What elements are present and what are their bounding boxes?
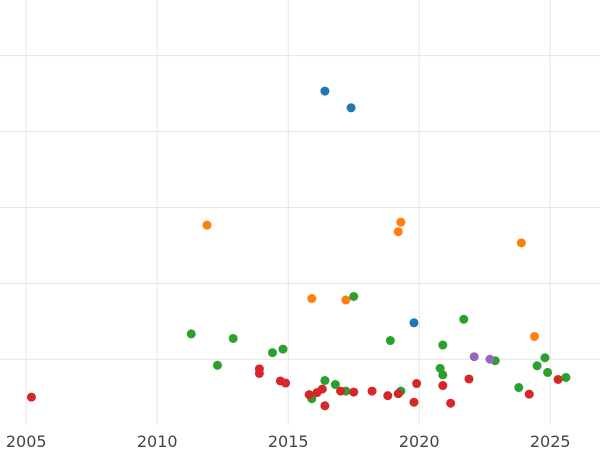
data-point	[385, 336, 395, 346]
x-axis-ticks: 2005 2010 2015 2020 2025	[6, 432, 571, 450]
data-point	[346, 103, 356, 113]
data-point	[228, 333, 238, 343]
data-point	[202, 220, 212, 230]
x-tick-label: 2010	[137, 432, 178, 450]
data-point	[26, 392, 36, 402]
data-point	[540, 353, 550, 363]
data-point	[409, 318, 419, 328]
data-point	[341, 295, 351, 305]
data-point	[553, 374, 563, 384]
data-points	[26, 86, 571, 411]
data-point	[412, 379, 422, 389]
data-point	[367, 386, 377, 396]
data-point	[336, 386, 346, 396]
data-point	[514, 383, 524, 393]
data-point	[543, 367, 553, 377]
data-point	[485, 354, 495, 364]
x-tick-label: 2020	[399, 432, 440, 450]
data-point	[516, 238, 526, 248]
data-point	[532, 361, 542, 371]
data-point	[317, 384, 327, 394]
data-point	[330, 380, 340, 390]
data-point	[254, 368, 264, 378]
data-point	[281, 378, 291, 388]
data-point	[307, 294, 317, 304]
data-point	[349, 387, 359, 397]
data-point	[186, 329, 196, 339]
data-point	[459, 314, 469, 324]
x-tick-label: 2005	[6, 432, 47, 450]
data-point	[383, 391, 393, 401]
data-point	[212, 360, 222, 370]
x-tick-label: 2015	[268, 432, 309, 450]
data-point	[464, 374, 474, 384]
data-point	[446, 398, 456, 408]
data-point	[304, 390, 314, 400]
data-point	[469, 352, 479, 362]
data-point	[349, 291, 359, 301]
grid	[0, 0, 600, 425]
data-point	[438, 381, 448, 391]
data-point	[561, 372, 571, 382]
data-point	[396, 217, 406, 227]
data-point	[320, 86, 330, 96]
data-point	[267, 348, 277, 358]
data-point	[320, 401, 330, 411]
data-point	[409, 397, 419, 407]
data-point	[529, 331, 539, 341]
data-point	[438, 340, 448, 350]
data-point	[393, 389, 403, 399]
data-point	[393, 227, 403, 237]
data-point	[278, 344, 288, 354]
data-point	[438, 370, 448, 380]
data-point	[320, 375, 330, 385]
data-point	[524, 389, 534, 399]
x-tick-label: 2025	[530, 432, 571, 450]
